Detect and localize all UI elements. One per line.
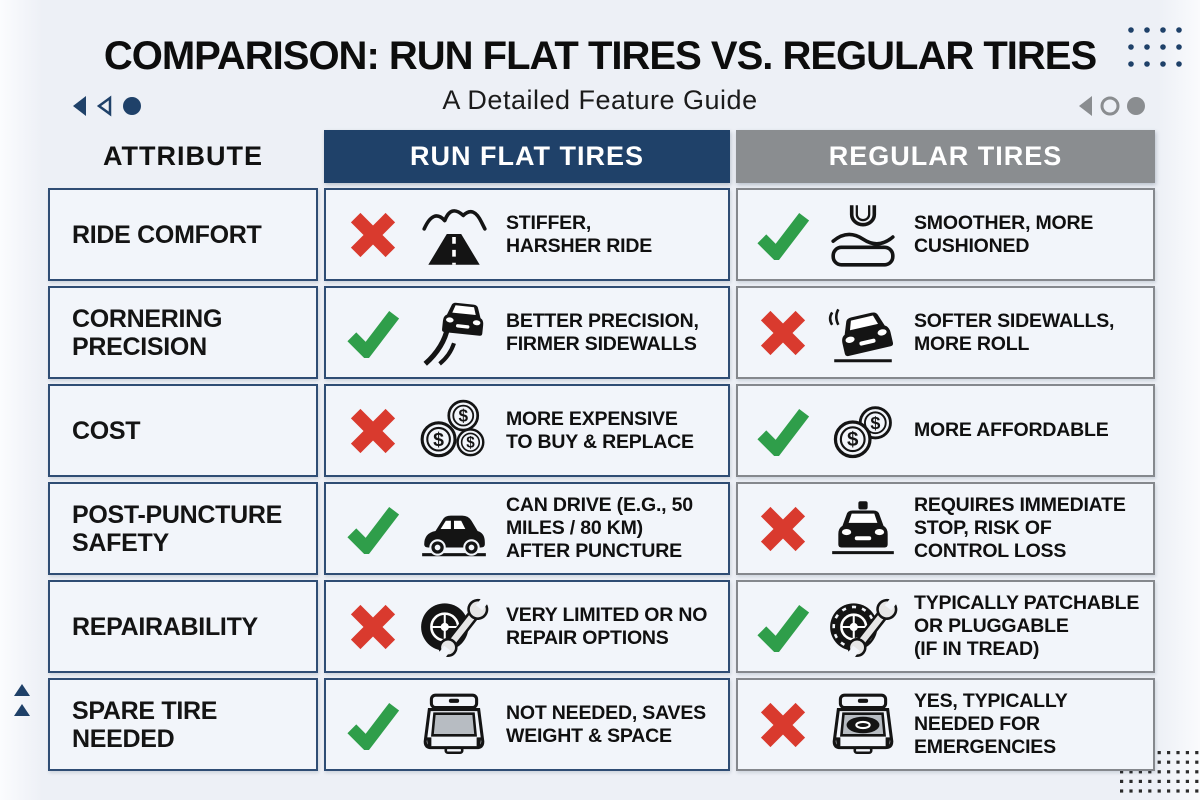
comparison-table: ATTRIBUTE RUN FLAT TIRES REGULAR TIRES R… — [48, 130, 1155, 771]
column-header-attribute: ATTRIBUTE — [103, 141, 263, 171]
verdict-mark — [754, 210, 812, 260]
car-body-roll-icon — [823, 300, 903, 366]
check-icon — [347, 506, 400, 554]
check-icon — [347, 702, 400, 750]
verdict-text: SOFTER SIDEWALLS, MORE ROLL — [914, 309, 1115, 355]
coins-two-icon — [823, 398, 903, 464]
regular-cell: SOFTER SIDEWALLS, MORE ROLL — [736, 286, 1155, 379]
regular-cell: TYPICALLY PATCHABLE OR PLUGGABLE (IF IN … — [736, 580, 1155, 673]
verdict-text: MORE EXPENSIVE TO BUY & REPLACE — [506, 407, 694, 453]
verdict-mark — [754, 503, 812, 555]
cross-icon — [350, 212, 396, 257]
attribute-cell: RIDE COMFORT — [48, 188, 318, 281]
attribute-cell: SPARE TIRE NEEDED — [48, 678, 318, 771]
slider-arrows-left-decoration — [70, 95, 150, 122]
page-subtitle: A Detailed Feature Guide — [442, 85, 758, 115]
verdict-mark — [344, 504, 402, 554]
attribute-cell: CORNERING PRECISION — [48, 286, 318, 379]
verdict-mark — [754, 307, 812, 359]
dot-filled-icon — [1127, 97, 1145, 115]
regular-cell: SMOOTHER, MORE CUSHIONED — [736, 188, 1155, 281]
cross-icon — [760, 310, 806, 355]
cushion-icon — [823, 202, 903, 268]
verdict-mark — [344, 405, 402, 457]
verdict-mark — [754, 406, 812, 456]
column-header-regular: REGULAR TIRES — [736, 130, 1155, 183]
verdict-text: SMOOTHER, MORE CUSHIONED — [914, 211, 1094, 257]
verdict-mark — [344, 308, 402, 358]
regular-cell: REQUIRES IMMEDIATE STOP, RISK OF CONTROL… — [736, 482, 1155, 575]
run-flat-cell: NOT NEEDED, SAVES WEIGHT & SPACE — [324, 678, 730, 771]
verdict-text: STIFFER, HARSHER RIDE — [506, 211, 653, 257]
tire-wrench-icon — [414, 593, 494, 660]
verdict-text: VERY LIMITED OR NO REPAIR OPTIONS — [506, 603, 708, 649]
verdict-text: NOT NEEDED, SAVES WEIGHT & SPACE — [506, 701, 706, 747]
cross-icon — [350, 408, 396, 453]
trunk-spare-tire-icon — [823, 692, 903, 758]
page-title: COMPARISON: RUN FLAT TIRES VS. REGULAR T… — [103, 34, 1097, 78]
regular-cell: MORE AFFORDABLE — [736, 384, 1155, 477]
verdict-text: BETTER PRECISION, FIRMER SIDEWALLS — [506, 309, 699, 355]
attribute-cell: POST-PUNCTURE SAFETY — [48, 482, 318, 575]
check-icon — [757, 212, 810, 260]
cross-icon — [760, 506, 806, 551]
verdict-mark — [754, 699, 812, 751]
slider-arrows-right-decoration — [1078, 95, 1150, 122]
check-icon — [757, 408, 810, 456]
car-front-icon — [823, 496, 903, 562]
dot-filled-icon — [123, 97, 141, 115]
run-flat-cell: BETTER PRECISION, FIRMER SIDEWALLS — [324, 286, 730, 379]
cross-icon — [760, 702, 806, 747]
check-icon — [347, 310, 400, 358]
verdict-text: CAN DRIVE (E.G., 50 MILES / 80 KM) AFTER… — [506, 494, 693, 562]
verdict-mark — [344, 601, 402, 653]
verdict-mark — [344, 209, 402, 261]
verdict-text: MORE AFFORDABLE — [914, 419, 1109, 441]
triangle-left-filled-icon — [1079, 96, 1092, 116]
dot-grid-decoration-top-right — [1126, 25, 1188, 76]
circle-outline-icon — [1100, 96, 1120, 116]
regular-cell: YES, TYPICALLY NEEDED FOR EMERGENCIES — [736, 678, 1155, 771]
attribute-cell: REPAIRABILITY — [48, 580, 318, 673]
open-trunk-icon — [414, 692, 494, 758]
run-flat-cell: CAN DRIVE (E.G., 50 MILES / 80 KM) AFTER… — [324, 482, 730, 575]
verdict-text: REQUIRES IMMEDIATE STOP, RISK OF CONTROL… — [914, 494, 1126, 562]
cross-icon — [350, 604, 396, 649]
verdict-text: TYPICALLY PATCHABLE OR PLUGGABLE (IF IN … — [914, 592, 1140, 660]
triangle-left-filled-icon — [73, 96, 86, 116]
run-flat-cell: STIFFER, HARSHER RIDE — [324, 188, 730, 281]
check-icon — [757, 604, 810, 652]
triangle-left-outline-icon — [96, 95, 112, 117]
tire-wrench-tread-icon — [823, 593, 903, 660]
car-cornering-icon — [414, 300, 494, 366]
column-header-run-flat: RUN FLAT TIRES — [324, 130, 730, 183]
coins-three-icon — [414, 398, 494, 464]
road-icon — [414, 202, 494, 268]
run-flat-cell: MORE EXPENSIVE TO BUY & REPLACE — [324, 384, 730, 477]
up-triangles-decoration-bottom-left — [12, 682, 32, 733]
attribute-cell: COST — [48, 384, 318, 477]
car-side-icon — [414, 496, 494, 562]
verdict-text: YES, TYPICALLY NEEDED FOR EMERGENCIES — [914, 690, 1068, 758]
run-flat-cell: VERY LIMITED OR NO REPAIR OPTIONS — [324, 580, 730, 673]
verdict-mark — [754, 602, 812, 652]
verdict-mark — [344, 700, 402, 750]
